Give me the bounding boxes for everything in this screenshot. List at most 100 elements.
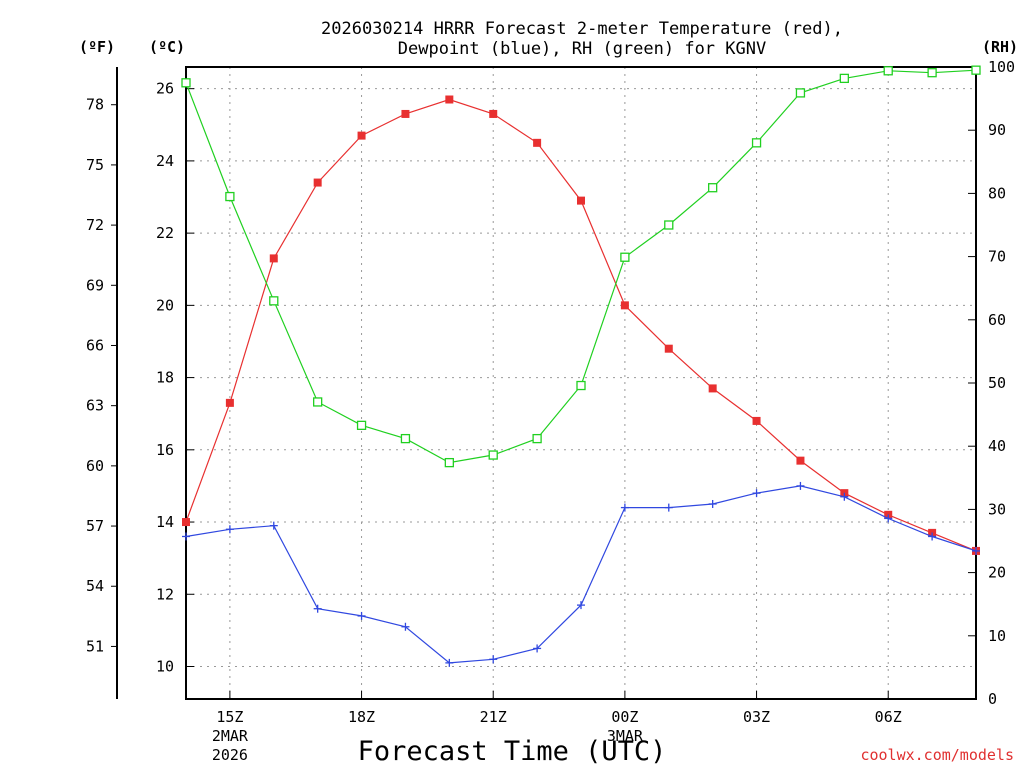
temperature-point (752, 416, 761, 425)
fahrenheit-unit-label: (ºF) (79, 38, 115, 56)
rh-unit-label: (RH) (982, 38, 1018, 56)
x-tick-label: 21Z (480, 708, 507, 726)
celsius-tick-label: 16 (156, 441, 174, 459)
temperature-point (664, 344, 673, 353)
grid-lines (186, 67, 976, 699)
celsius-tick-label: 12 (156, 585, 174, 603)
dewpoint-point (357, 611, 366, 620)
rh-tick-label: 80 (988, 184, 1006, 202)
temperature-point (445, 95, 454, 104)
fahrenheit-tick-label: 63 (86, 397, 104, 415)
rh-point (444, 457, 454, 468)
celsius-tick-label: 10 (156, 657, 174, 675)
dewpoint-point (796, 481, 805, 490)
rh-point (839, 73, 849, 84)
rh-point (532, 433, 542, 444)
fahrenheit-tick-label: 57 (86, 517, 104, 535)
temperature-point (357, 131, 366, 140)
fahrenheit-tick-label: 69 (86, 276, 104, 294)
rh-point (795, 88, 806, 98)
x-tick-date: 3MAR (607, 727, 644, 745)
x-tick-label: 00Z (611, 708, 638, 726)
rh-point (356, 420, 367, 430)
dewpoint-point (445, 658, 454, 667)
x-tick-year: 2026 (212, 746, 248, 764)
dewpoint-point (489, 655, 498, 664)
temperature-point (620, 301, 629, 310)
rh-point (664, 220, 674, 230)
rh-tick-label: 20 (988, 564, 1006, 582)
dewpoint-point (928, 532, 937, 541)
rh-tick-label: 40 (988, 437, 1006, 455)
celsius-axis: 10 12 14 16 18 20 22 24 26 (156, 80, 194, 675)
dewpoint-point (269, 521, 278, 530)
dewpoint-point (620, 503, 629, 512)
rh-tick-label: 10 (988, 627, 1006, 645)
fahrenheit-axis: 51 54 57 60 63 66 69 72 75 78 (86, 67, 118, 699)
temperature-point (269, 254, 278, 263)
rh-tick-label: 70 (988, 248, 1006, 266)
celsius-tick-label: 20 (156, 296, 174, 314)
rh-point (181, 78, 191, 88)
dewpoint-point (752, 489, 761, 498)
rh-series-line (185, 69, 977, 464)
rh-point (488, 450, 498, 460)
celsius-unit-label: (ºC) (149, 38, 185, 56)
rh-tick-label: 100 (988, 58, 1015, 76)
fahrenheit-tick-label: 60 (86, 457, 104, 475)
series-layer (181, 65, 981, 667)
temperature-point (225, 398, 234, 407)
rh-point (751, 138, 762, 148)
x-tick-label: 15Z (216, 708, 243, 726)
dewpoint-point (577, 601, 585, 610)
rh-tick-label: 0 (988, 690, 997, 708)
x-tick-label: 18Z (348, 708, 375, 726)
fahrenheit-tick-label: 54 (86, 577, 104, 595)
temperature-point (577, 196, 585, 205)
temperature-point (313, 178, 322, 187)
x-tick-label: 06Z (875, 708, 902, 726)
dewpoint-point (401, 622, 410, 631)
temperature-point (708, 384, 717, 393)
rh-point (883, 66, 893, 76)
celsius-tick-label: 24 (156, 152, 174, 170)
rh-point (225, 191, 235, 202)
temperature-series-line (185, 98, 977, 552)
dewpoint-point (708, 499, 717, 508)
fahrenheit-tick-label: 72 (86, 216, 104, 234)
fahrenheit-tick-label: 66 (86, 336, 104, 354)
rh-tick-label: 30 (988, 500, 1006, 518)
rh-tick-label: 60 (988, 311, 1006, 329)
rh-point (576, 380, 586, 391)
credit-text: coolwx.com/models (860, 746, 1014, 764)
plot-frame (185, 66, 977, 700)
rh-point (708, 183, 718, 193)
dewpoint-point (664, 503, 673, 512)
rh-point (927, 68, 937, 78)
temperature-point (401, 109, 410, 118)
rh-point (971, 65, 981, 75)
dewpoint-point (884, 514, 893, 523)
dewpoint-point (533, 644, 542, 653)
x-axis-title: Forecast Time (UTC) (358, 736, 667, 767)
rh-point (400, 433, 411, 444)
rh-axis: 0 10 20 30 40 50 60 70 80 90 100 (968, 58, 1015, 708)
rh-tick-label: 90 (988, 121, 1006, 139)
chart-title-line2: Dewpoint (blue), RH (green) for KGNV (398, 39, 766, 59)
rh-point (269, 296, 279, 306)
dewpoint-point (225, 525, 234, 534)
fahrenheit-tick-label: 75 (86, 156, 104, 174)
fahrenheit-tick-label: 51 (86, 637, 104, 655)
celsius-tick-label: 22 (156, 224, 174, 242)
fahrenheit-tick-label: 78 (86, 96, 104, 114)
chart-title-line1: 2026030214 HRRR Forecast 2-meter Tempera… (321, 19, 843, 39)
rh-point (313, 397, 323, 407)
x-tick-label: 03Z (743, 708, 770, 726)
dewpoint-point (313, 604, 322, 613)
x-tick-date: 2MAR (212, 727, 249, 745)
dewpoint-series-line (185, 485, 977, 664)
celsius-tick-label: 26 (156, 80, 174, 98)
temperature-point (489, 109, 498, 118)
